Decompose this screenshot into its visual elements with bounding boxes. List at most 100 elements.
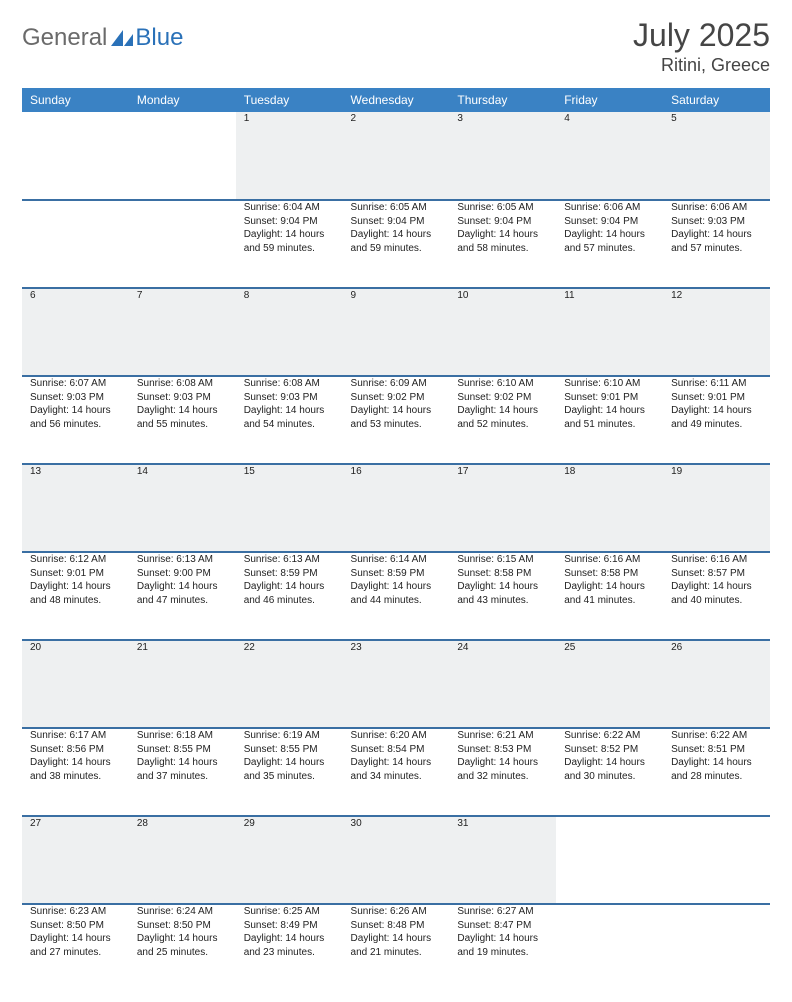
calendar-body: 12345Sunrise: 6:04 AM Sunset: 9:04 PM Dayl… [22,112,770,992]
day-cell: Sunrise: 6:23 AMSunset: 8:50 PMDaylight:… [22,904,129,992]
sunset-line: Sunset: 8:47 PM [457,919,548,933]
day-cell: Sunrise: 6:22 AMSunset: 8:51 PMDaylight:… [663,728,770,816]
weekday-header: Thursday [449,88,556,112]
day-cell: Sunrise: 6:09 AMSunset: 9:02 PMDaylight:… [343,376,450,464]
daylight-line: Daylight: 14 hours and 54 minutes. [244,404,335,431]
day-cell: Sunrise: 6:10 AMSunset: 9:02 PMDaylight:… [449,376,556,464]
sunrise-line: Sunrise: 6:21 AM [457,729,548,743]
daynum-cell: 7 [129,288,236,376]
daynum-cell: 19 [663,464,770,552]
daynum-cell: 15 [236,464,343,552]
day-cell: Sunrise: 6:16 AMSunset: 8:58 PMDaylight:… [556,552,663,640]
daynum-cell: 26 [663,640,770,728]
daynum-cell: 31 [449,816,556,904]
logo-word-blue: Blue [135,24,183,52]
sunrise-line: Sunrise: 6:15 AM [457,553,548,567]
daynum-cell: 23 [343,640,450,728]
sunrise-line: Sunrise: 6:14 AM [351,553,442,567]
daynum-cell: 29 [236,816,343,904]
weekday-header: Saturday [663,88,770,112]
sunset-line: Sunset: 8:49 PM [244,919,335,933]
daylight-line: Daylight: 14 hours and 52 minutes. [457,404,548,431]
daynum-cell: 14 [129,464,236,552]
daynum-empty [556,816,663,904]
sunset-line: Sunset: 8:54 PM [351,743,442,757]
daylight-line: Daylight: 14 hours and 43 minutes. [457,580,548,607]
sunrise-line: Sunrise: 6:26 AM [351,905,442,919]
daynum-cell: 4 [556,112,663,200]
daylight-line: Daylight: 14 hours and 49 minutes. [671,404,762,431]
day-cell: Sunrise: 6:18 AMSunset: 8:55 PMDaylight:… [129,728,236,816]
location-subtitle: Ritini, Greece [633,55,770,76]
sunset-line: Sunset: 9:04 PM [457,215,548,229]
daynum-cell: 24 [449,640,556,728]
daynum-row: 12345 [22,112,770,200]
day-cell: Sunrise: 6:15 AMSunset: 8:58 PMDaylight:… [449,552,556,640]
daynum-cell: 6 [22,288,129,376]
sunset-line: Sunset: 8:59 PM [351,567,442,581]
sunrise-line: Sunrise: 6:13 AM [137,553,228,567]
day-cell: Sunrise: 6:08 AMSunset: 9:03 PMDaylight:… [129,376,236,464]
calendar-table: SundayMondayTuesdayWednesdayThursdayFrid… [22,88,770,992]
day-cell-empty [556,904,663,992]
day-cell: Sunrise: 6:07 AMSunset: 9:03 PMDaylight:… [22,376,129,464]
sunrise-line: Sunrise: 6:06 AM [671,201,762,215]
sunset-line: Sunset: 9:02 PM [457,391,548,405]
daylight-line: Daylight: 14 hours and 27 minutes. [30,932,121,959]
daynum-cell: 12 [663,288,770,376]
sunset-line: Sunset: 9:01 PM [671,391,762,405]
sunset-line: Sunset: 9:01 PM [30,567,121,581]
day-cell: Sunrise: 6:14 AMSunset: 8:59 PMDaylight:… [343,552,450,640]
daylight-line: Daylight: 14 hours and 53 minutes. [351,404,442,431]
day-cell: Sunrise: 6:05 AMSunset: 9:04 PMDaylight:… [449,200,556,288]
sunrise-line: Sunrise: 6:10 AM [564,377,655,391]
daynum-cell: 27 [22,816,129,904]
sunrise-line: Sunrise: 6:16 AM [564,553,655,567]
sunrise-line: Sunrise: 6:16 AM [671,553,762,567]
week-row: Sunrise: 6:07 AMSunset: 9:03 PMDaylight:… [22,376,770,464]
weekday-row: SundayMondayTuesdayWednesdayThursdayFrid… [22,88,770,112]
sunrise-line: Sunrise: 6:22 AM [564,729,655,743]
day-cell: Sunrise: 6:20 AMSunset: 8:54 PMDaylight:… [343,728,450,816]
daynum-row: 13141516171819 [22,464,770,552]
daynum-empty [129,112,236,200]
sunset-line: Sunset: 8:58 PM [457,567,548,581]
day-cell: Sunrise: 6:12 AMSunset: 9:01 PMDaylight:… [22,552,129,640]
sunrise-line: Sunrise: 6:22 AM [671,729,762,743]
sunrise-line: Sunrise: 6:27 AM [457,905,548,919]
sunrise-line: Sunrise: 6:18 AM [137,729,228,743]
sunrise-line: Sunrise: 6:04 AM [244,201,335,215]
sunset-line: Sunset: 9:03 PM [137,391,228,405]
daynum-cell: 21 [129,640,236,728]
day-cell: Sunrise: 6:19 AMSunset: 8:55 PMDaylight:… [236,728,343,816]
day-cell: Sunrise: 6:08 AMSunset: 9:03 PMDaylight:… [236,376,343,464]
daynum-cell: 30 [343,816,450,904]
sunrise-line: Sunrise: 6:08 AM [137,377,228,391]
sunrise-line: Sunrise: 6:19 AM [244,729,335,743]
sunrise-line: Sunrise: 6:25 AM [244,905,335,919]
sunset-line: Sunset: 8:53 PM [457,743,548,757]
day-cell-empty [663,904,770,992]
daynum-cell: 9 [343,288,450,376]
sunrise-line: Sunrise: 6:05 AM [351,201,442,215]
sunrise-line: Sunrise: 6:12 AM [30,553,121,567]
sunrise-line: Sunrise: 6:20 AM [351,729,442,743]
daylight-line: Daylight: 14 hours and 23 minutes. [244,932,335,959]
page-title: July 2025 [633,18,770,53]
sunset-line: Sunset: 8:51 PM [671,743,762,757]
weekday-header: Sunday [22,88,129,112]
daynum-cell: 13 [22,464,129,552]
day-cell-empty [22,200,129,288]
daynum-cell: 16 [343,464,450,552]
daylight-line: Daylight: 14 hours and 38 minutes. [30,756,121,783]
sunrise-line: Sunrise: 6:13 AM [244,553,335,567]
day-cell: Sunrise: 6:06 AMSunset: 9:04 PMDaylight:… [556,200,663,288]
daynum-cell: 25 [556,640,663,728]
daynum-cell: 2 [343,112,450,200]
daylight-line: Daylight: 14 hours and 46 minutes. [244,580,335,607]
day-cell-empty [129,200,236,288]
calendar-thead: SundayMondayTuesdayWednesdayThursdayFrid… [22,88,770,112]
daynum-empty [22,112,129,200]
day-cell: Sunrise: 6:13 AMSunset: 8:59 PMDaylight:… [236,552,343,640]
sunset-line: Sunset: 9:04 PM [351,215,442,229]
